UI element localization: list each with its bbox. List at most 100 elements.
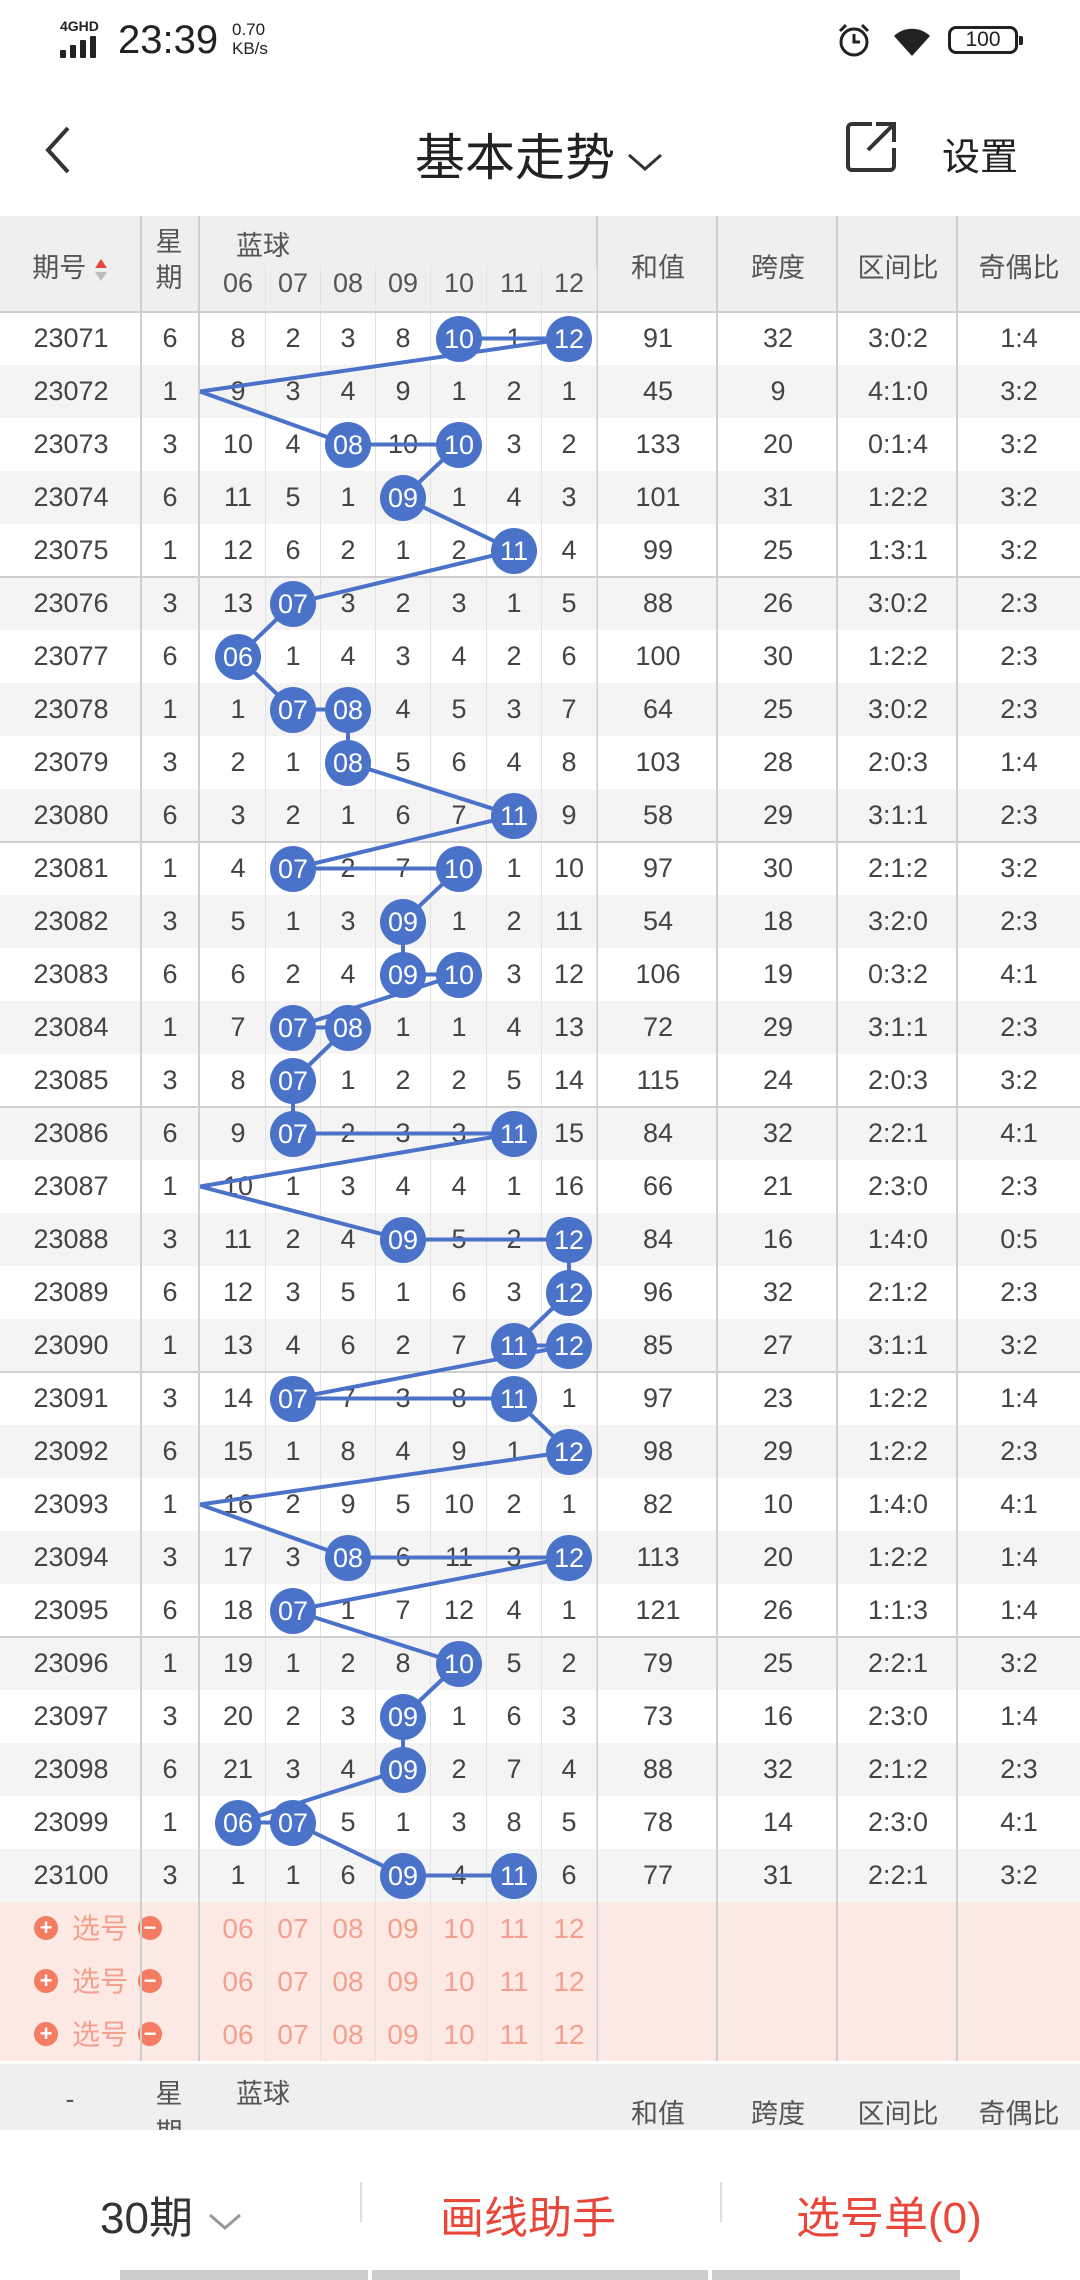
miss-cell: 1 bbox=[285, 1648, 301, 1678]
miss-cell: 8 bbox=[451, 1383, 467, 1413]
miss-cell: 3 bbox=[230, 800, 246, 830]
miss-cell: 9 bbox=[561, 800, 577, 830]
miss-cell: 11 bbox=[444, 1542, 474, 1572]
pick-number[interactable]: 09 bbox=[387, 1966, 419, 1997]
pick-number[interactable]: 09 bbox=[387, 1913, 419, 1944]
miss-cell: 16 bbox=[222, 1489, 254, 1519]
week-cell: 1 bbox=[162, 376, 178, 406]
blue-column-header: 06 bbox=[222, 268, 254, 298]
week-cell: 3 bbox=[162, 1860, 178, 1890]
odd-even-cell: 3:2 bbox=[1000, 482, 1038, 512]
blue-ball: 09 bbox=[380, 475, 426, 521]
add-icon[interactable]: + bbox=[34, 2022, 58, 2046]
miss-cell: 1 bbox=[340, 800, 356, 830]
pick-list-button[interactable]: 选号单(0) bbox=[796, 2194, 982, 2243]
period-cell: 23089 bbox=[33, 1277, 109, 1307]
span-cell: 25 bbox=[762, 694, 794, 724]
page-title[interactable]: 基本走势 bbox=[0, 118, 1080, 190]
pick-number[interactable]: 06 bbox=[222, 2019, 254, 2050]
period-cell: 23085 bbox=[33, 1065, 109, 1095]
pick-number[interactable]: 08 bbox=[332, 1913, 364, 1944]
miss-cell: 8 bbox=[340, 1436, 356, 1466]
miss-cell: 3 bbox=[506, 1277, 522, 1307]
pick-number[interactable]: 10 bbox=[443, 2019, 475, 2050]
pick-number[interactable]: 11 bbox=[499, 1966, 529, 1997]
group-divider bbox=[0, 1636, 1080, 1638]
odd-even-cell: 3:2 bbox=[1000, 853, 1038, 883]
miss-cell: 4 bbox=[285, 429, 301, 459]
pick-number[interactable]: 12 bbox=[553, 1913, 585, 1944]
period-cell: 23091 bbox=[33, 1383, 109, 1413]
miss-cell: 3 bbox=[340, 906, 356, 936]
miss-cell: 1 bbox=[506, 588, 522, 618]
pick-number[interactable]: 06 bbox=[222, 1913, 254, 1944]
period-cell: 23079 bbox=[33, 747, 109, 777]
odd-even-cell: 1:4 bbox=[1000, 1701, 1038, 1731]
odd-even-cell: 4:1 bbox=[1000, 1118, 1038, 1148]
week-cell: 3 bbox=[162, 1065, 178, 1095]
chevron-down-icon bbox=[208, 2214, 241, 2231]
pick-number[interactable]: 12 bbox=[553, 1966, 585, 1997]
pick-number[interactable]: 08 bbox=[332, 1966, 364, 1997]
miss-cell: 16 bbox=[553, 1171, 585, 1201]
bottom-span-header: 跨度 bbox=[751, 2099, 805, 2129]
remove-icon[interactable]: − bbox=[138, 1916, 162, 1940]
pick-number[interactable]: 09 bbox=[387, 2019, 419, 2050]
period-cell: 23083 bbox=[33, 959, 109, 989]
pick-label[interactable]: 选号 bbox=[71, 1913, 128, 1944]
remove-icon[interactable]: − bbox=[138, 1969, 162, 1993]
zone-ratio-cell: 3:1:1 bbox=[867, 1330, 929, 1360]
zone-ratio-cell: 3:0:2 bbox=[867, 323, 929, 353]
pick-number[interactable]: 07 bbox=[277, 2019, 309, 2050]
miss-cell: 5 bbox=[561, 588, 577, 618]
period-header[interactable]: 期号 bbox=[0, 246, 140, 285]
settings-button[interactable]: 设置 bbox=[942, 137, 1019, 179]
pick-number[interactable]: 12 bbox=[553, 2019, 585, 2050]
column-divider bbox=[956, 216, 958, 2061]
blue-column-header: 11 bbox=[499, 268, 529, 298]
odd-even-cell: 2:3 bbox=[1000, 800, 1038, 830]
blue-ball: 11 bbox=[491, 1376, 537, 1422]
span-cell: 20 bbox=[762, 429, 794, 459]
pick-number[interactable]: 11 bbox=[499, 2019, 529, 2050]
miss-cell: 6 bbox=[285, 535, 301, 565]
period-cell: 23078 bbox=[33, 694, 109, 724]
week-cell: 6 bbox=[162, 959, 178, 989]
blue-ball: 07 bbox=[270, 687, 316, 733]
span-cell: 32 bbox=[762, 1277, 794, 1307]
draw-helper-button[interactable]: 画线助手 bbox=[440, 2194, 616, 2243]
miss-cell: 1 bbox=[561, 1489, 577, 1519]
blue-ball: 11 bbox=[491, 793, 537, 839]
blue-ball: 09 bbox=[380, 899, 426, 945]
add-icon[interactable]: + bbox=[34, 1969, 58, 1993]
zone-ratio-cell: 1:4:0 bbox=[867, 1224, 929, 1254]
pick-number[interactable]: 08 bbox=[332, 2019, 364, 2050]
table-row: 23087 1 10 1 3 4 4 1 16 66 21 2:3:0 2:3 bbox=[0, 1160, 1080, 1213]
blue-column-divider bbox=[486, 266, 487, 2061]
odd-even-cell: 1:4 bbox=[1000, 1595, 1038, 1625]
pick-label[interactable]: 选号 bbox=[71, 1966, 128, 1997]
span-cell: 19 bbox=[762, 959, 794, 989]
miss-cell: 7 bbox=[395, 1595, 411, 1625]
miss-cell: 11 bbox=[554, 906, 584, 936]
add-icon[interactable]: + bbox=[34, 1916, 58, 1940]
blue-ball: 10 bbox=[436, 316, 482, 362]
span-cell: 10 bbox=[762, 1489, 794, 1519]
pick-number[interactable]: 10 bbox=[443, 1966, 475, 1997]
period-cell: 23076 bbox=[33, 588, 109, 618]
pick-number[interactable]: 10 bbox=[443, 1913, 475, 1944]
back-icon[interactable] bbox=[40, 120, 80, 180]
pick-label[interactable]: 选号 bbox=[71, 2019, 128, 2050]
bottom-zone-header: 区间比 bbox=[857, 2099, 939, 2129]
period-selector[interactable]: 30期 bbox=[100, 2182, 243, 2246]
share-icon[interactable] bbox=[842, 118, 900, 176]
pick-number[interactable]: 06 bbox=[222, 1966, 254, 1997]
remove-icon[interactable]: − bbox=[138, 2022, 162, 2046]
pick-number[interactable]: 11 bbox=[499, 1913, 529, 1944]
period-cell: 23080 bbox=[33, 800, 109, 830]
bottom-sum-header: 和值 bbox=[631, 2099, 685, 2129]
pick-number[interactable]: 07 bbox=[277, 1966, 309, 1997]
pick-number[interactable]: 07 bbox=[277, 1913, 309, 1944]
status-bar: 4GHD 23:39 0.70 KB/s 100 bbox=[0, 0, 1080, 80]
period-cell: 23084 bbox=[33, 1012, 109, 1042]
